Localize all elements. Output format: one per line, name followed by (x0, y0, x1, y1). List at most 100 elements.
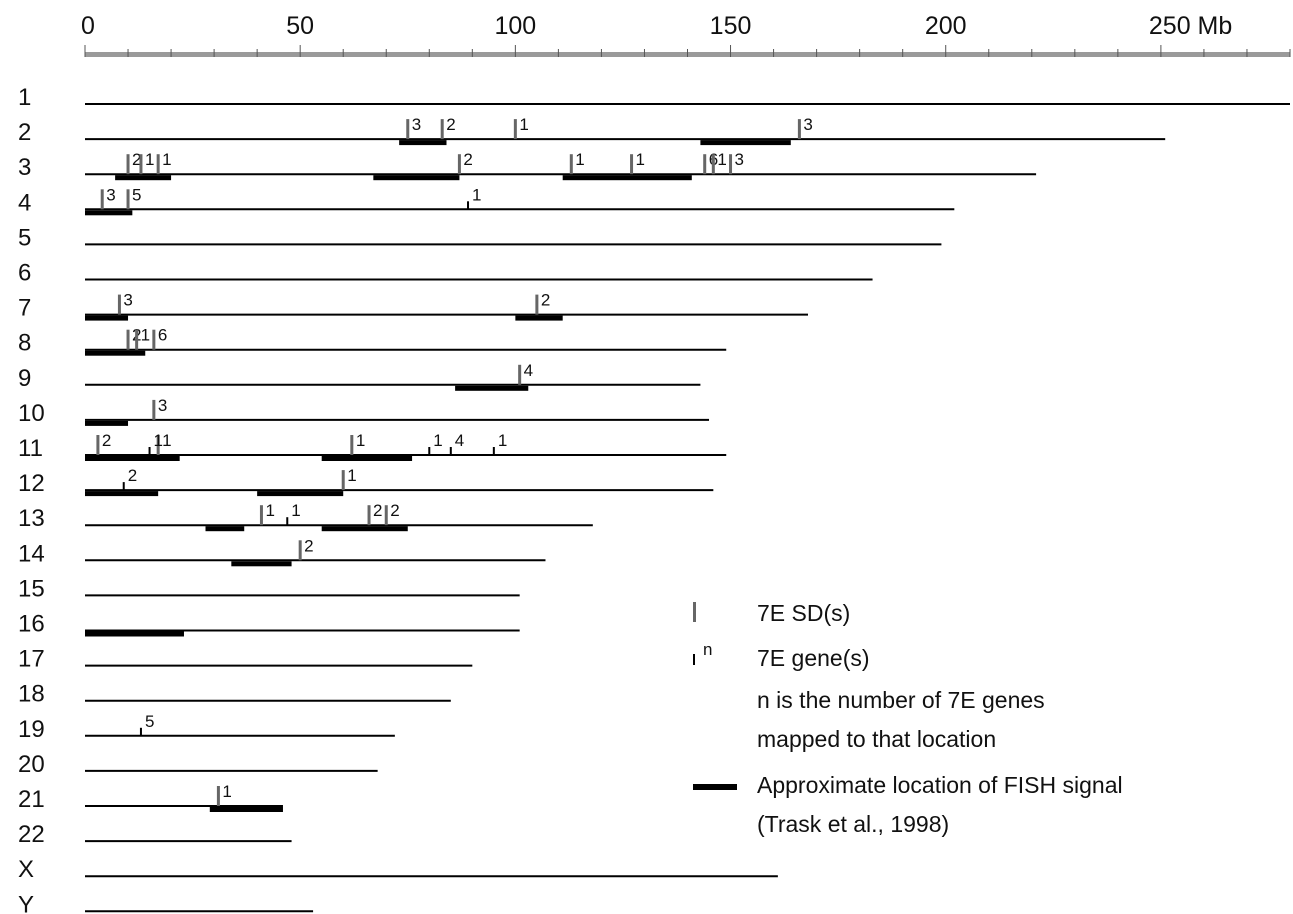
sd-marker (798, 119, 801, 139)
fish-signal-bar (322, 526, 408, 531)
sd-marker (217, 786, 220, 806)
chromosome-row-22: 22 (18, 821, 292, 848)
sd-count-label: 1 (265, 501, 274, 520)
chromosome-label: 1 (18, 84, 31, 111)
sd-marker (127, 154, 130, 174)
fish-signal-bar (115, 175, 171, 180)
sd-marker (152, 400, 155, 420)
chromosome-label: 18 (18, 681, 45, 708)
sd-count-label: 2 (446, 115, 455, 134)
chromosome-label: 5 (18, 224, 31, 251)
sd-count-label: 3 (803, 115, 812, 134)
axis-tick-label: 200 (925, 12, 967, 40)
sd-count-label: 1 (356, 431, 365, 450)
fish-signal-bar (85, 632, 184, 637)
sd-marker (514, 119, 517, 139)
fish-signal-bar (322, 456, 412, 461)
chromosome-label: 8 (18, 330, 31, 357)
chromosome-label: 4 (18, 189, 31, 216)
chromosome-label: 20 (18, 751, 45, 778)
sd-marker (630, 154, 633, 174)
gene-marker (286, 517, 288, 525)
chromosome-row-17: 17 (18, 646, 472, 673)
sd-count-label: 5 (132, 185, 141, 204)
fish-signal-bar (399, 140, 446, 145)
chromosome-row-6: 6 (18, 260, 873, 287)
fish-signal-bar (85, 491, 158, 496)
chromosome-label: 3 (18, 154, 31, 181)
sd-marker (703, 154, 706, 174)
gene-count-label: 2 (128, 466, 137, 485)
fish-signal-bar (373, 175, 459, 180)
gene-marker (428, 447, 430, 455)
sd-count-label: 1 (222, 782, 231, 801)
sd-marker (458, 154, 461, 174)
chromosome-label: 15 (18, 575, 45, 602)
sd-marker (96, 435, 99, 455)
chromosome-label: 16 (18, 611, 45, 638)
sd-count-label: 6 (158, 326, 167, 345)
chromosome-row-20: 20 (18, 751, 378, 778)
chromosome-label: 21 (18, 786, 45, 813)
fish-signal-bar (563, 175, 692, 180)
legend-sd-symbol (693, 602, 696, 622)
sd-marker (729, 154, 732, 174)
sd-count-label: 1 (347, 466, 356, 485)
sd-count-label: 1 (141, 326, 150, 345)
chromosome-row-3: 3211211613 (18, 150, 1036, 181)
axis-tick-label: 50 (286, 12, 314, 40)
gene-count-label: 5 (145, 712, 154, 731)
gene-marker (149, 447, 151, 455)
x-axis: 0 50 100 150 200 250 Mb (81, 12, 1290, 57)
fish-signal-bar (257, 491, 343, 496)
fish-signal-bar (210, 807, 283, 812)
chromosome-label: 12 (18, 470, 45, 497)
sd-marker (518, 365, 521, 385)
chromosome-row-9: 94 (18, 361, 700, 392)
sd-marker (139, 154, 142, 174)
sd-marker (368, 505, 371, 525)
axis-tick-label: 0 (81, 12, 95, 40)
fish-signal-bar (700, 140, 790, 145)
chromosome-label: 10 (18, 400, 45, 427)
fish-signal-bar (85, 421, 128, 426)
chromosome-row-1: 1 (18, 84, 1290, 111)
chromosome-label: 14 (18, 540, 45, 567)
fish-signal-bar (515, 316, 562, 321)
sd-marker (342, 470, 345, 490)
sd-count-label: 2 (304, 536, 313, 555)
chromosome-row-2: 23213 (18, 115, 1165, 146)
chromosome-label: 7 (18, 295, 31, 322)
chromosome-row-18: 18 (18, 681, 451, 708)
chromosome-row-X: X (18, 856, 778, 883)
gene-marker (493, 447, 495, 455)
axis-tick-label: 250 Mb (1149, 12, 1232, 40)
sd-count-label: 3 (106, 185, 115, 204)
legend-fish-label-line2: (Trask et al., 1998) (757, 811, 949, 837)
chromosome-row-13: 13 1 2 2 1 (18, 501, 593, 532)
chromosome-row-15: 15 (18, 575, 520, 602)
fish-signal-bar (85, 316, 128, 321)
gene-marker (450, 447, 452, 455)
chromosome-label: 19 (18, 716, 45, 743)
sd-count-label: 1 (519, 115, 528, 134)
sd-count-label: 2 (102, 431, 111, 450)
sd-count-label: 3 (412, 115, 421, 134)
legend-gene-superscript: n (703, 640, 712, 659)
chromosome-row-Y: Y (18, 891, 313, 914)
sd-marker (350, 435, 353, 455)
sd-marker (135, 330, 138, 350)
sd-marker (127, 189, 130, 209)
chromosome-row-8: 8216 (18, 326, 726, 357)
sd-count-label: 1 (575, 150, 584, 169)
chromosome-label: 9 (18, 365, 31, 392)
fish-signal-bar (85, 210, 132, 215)
sd-marker (118, 295, 121, 315)
chromosome-label: X (18, 856, 34, 883)
chromosome-row-11: 11 2 1 11 1 4 1 (18, 431, 726, 462)
chromosome-row-5: 5 (18, 224, 941, 251)
fish-signal-bar (206, 526, 245, 531)
sd-marker (406, 119, 409, 139)
chromosome-row-12: 12 12 (18, 466, 713, 497)
